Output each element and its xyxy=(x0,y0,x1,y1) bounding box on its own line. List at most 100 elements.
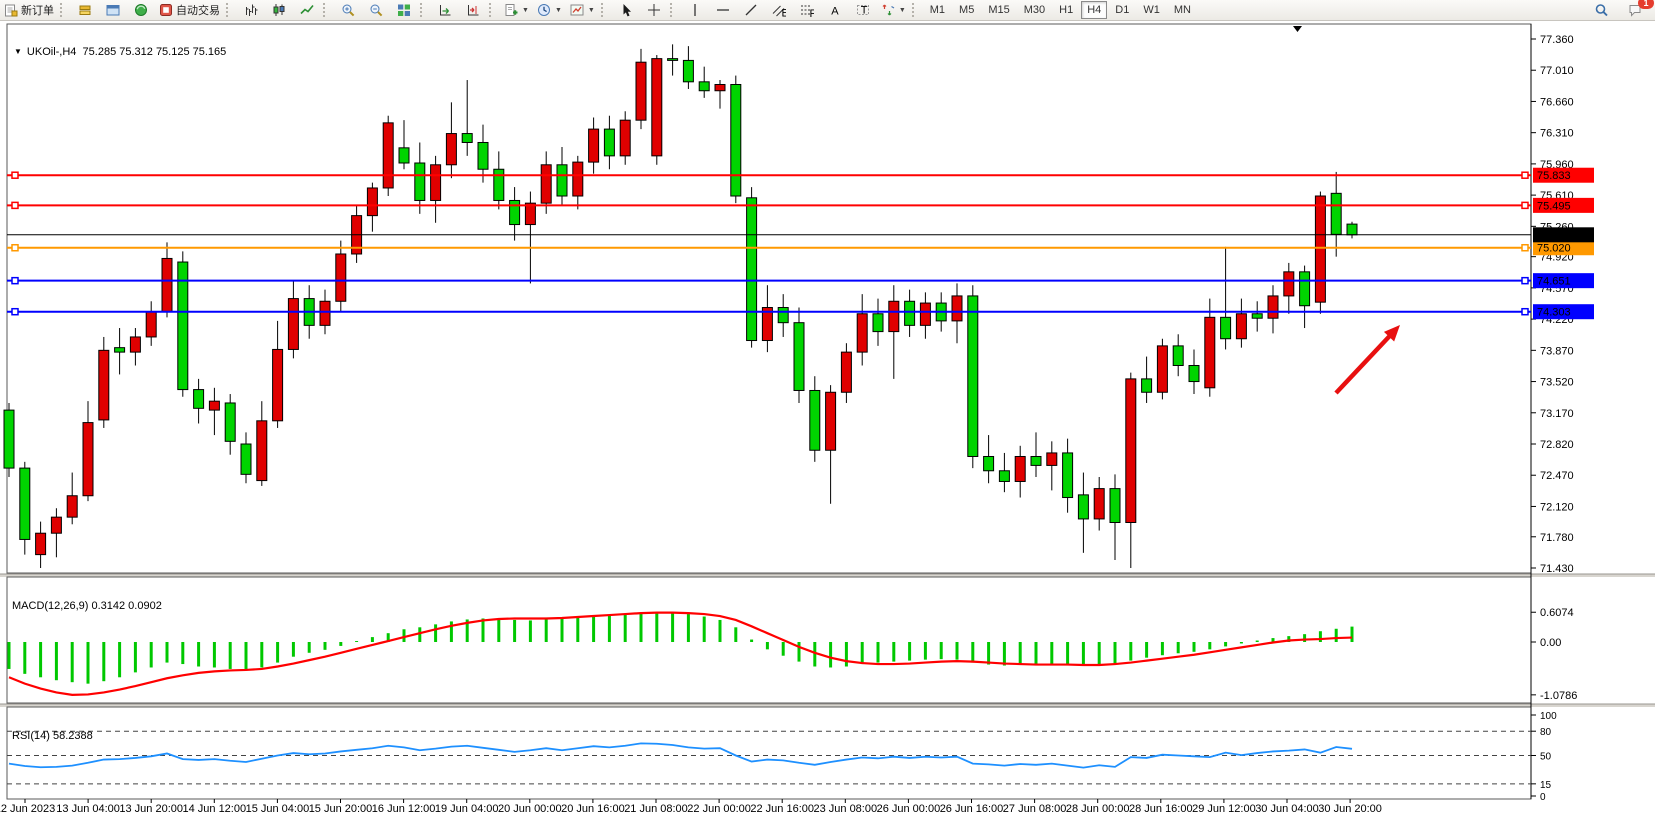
line-chart-button[interactable] xyxy=(293,0,321,20)
timeframe-mn-button[interactable]: MN xyxy=(1173,4,1191,16)
timeframe-w1-button[interactable]: W1 xyxy=(1143,4,1160,16)
template-button[interactable]: ▼ xyxy=(566,0,599,20)
price-tick-label: 71.430 xyxy=(1540,563,1574,575)
candle-body-up xyxy=(524,202,536,226)
rsi-axis-label: 80 xyxy=(1540,727,1552,738)
candle-body-down xyxy=(793,322,805,391)
dropdown-caret-icon[interactable]: ▼ xyxy=(554,6,562,14)
zoom-out-button[interactable] xyxy=(362,0,390,20)
dropdown-caret-icon[interactable]: ▼ xyxy=(898,6,906,14)
macd-signal-line xyxy=(8,611,1353,696)
candlestick-series xyxy=(3,44,1358,568)
svg-text:75.165: 75.165 xyxy=(1537,230,1571,242)
panel-separator[interactable] xyxy=(0,574,1655,577)
crosshair-button[interactable] xyxy=(640,0,668,20)
toolbar-grip[interactable] xyxy=(911,3,921,17)
chart-shift-marker-icon[interactable] xyxy=(1293,26,1302,32)
candle-body-up xyxy=(272,348,284,422)
tiles-icon xyxy=(398,4,410,16)
candle-body-up xyxy=(1093,488,1105,520)
toolbar-grip[interactable] xyxy=(420,3,429,17)
channel-button[interactable]: E xyxy=(765,0,793,20)
chart-canvas[interactable]: 77.36077.01076.66076.31075.96075.61075.2… xyxy=(0,20,1655,826)
timeframe-d1-button[interactable]: D1 xyxy=(1115,4,1130,16)
timeframe-h1-button[interactable]: H1 xyxy=(1059,4,1074,16)
chart-shift-button[interactable] xyxy=(459,0,487,20)
auto-scroll-button[interactable] xyxy=(431,0,459,20)
line-handle[interactable] xyxy=(1521,276,1529,285)
toolbar-grip[interactable] xyxy=(323,3,332,17)
horizontal-line-button[interactable] xyxy=(709,0,737,20)
candle-body-down xyxy=(777,307,789,324)
candle-body-down xyxy=(1330,192,1342,235)
arrow-annotation[interactable] xyxy=(1334,325,1400,395)
arrows-button[interactable]: ▼ xyxy=(877,0,910,20)
notifications-button[interactable]: 1 xyxy=(1621,0,1654,20)
line-handle[interactable] xyxy=(11,201,19,210)
candle-body-down xyxy=(1172,345,1184,366)
price-axis[interactable]: 77.36077.01076.66076.31075.96075.61075.2… xyxy=(1531,34,1594,803)
trendline-button[interactable] xyxy=(737,0,765,20)
market-watch-button[interactable] xyxy=(71,0,99,20)
toolbar-grip[interactable] xyxy=(600,3,610,17)
zoom-in-button[interactable] xyxy=(334,0,362,20)
rsi-panel[interactable] xyxy=(6,706,1532,800)
chartshift-icon xyxy=(468,5,479,16)
text-button[interactable]: A xyxy=(821,0,849,20)
search-button[interactable] xyxy=(1587,0,1615,20)
channel-icon: E xyxy=(772,5,786,17)
candle-body-up xyxy=(366,187,378,217)
bar-chart-button[interactable] xyxy=(237,0,265,20)
timeframe-m30-button[interactable]: M30 xyxy=(1023,4,1046,16)
macd-panel[interactable] xyxy=(6,576,1532,704)
line-handle[interactable] xyxy=(1521,171,1529,179)
timeframe-m15-button[interactable]: M15 xyxy=(988,4,1010,16)
candle-body-down xyxy=(19,467,31,540)
candle-body-up xyxy=(161,257,173,313)
candle-body-down xyxy=(1141,378,1153,393)
template-icon xyxy=(570,4,584,16)
candle-body-down xyxy=(1346,223,1358,236)
new-order-button[interactable]: 新订单 xyxy=(0,0,58,20)
autotrading-button[interactable]: 自动交易 xyxy=(155,0,224,20)
line-handle[interactable] xyxy=(1521,201,1529,210)
autoscroll-icon xyxy=(440,5,451,16)
text-label-button[interactable]: T xyxy=(849,0,877,20)
toolbar-grip[interactable] xyxy=(669,3,679,17)
navigator-icon xyxy=(135,4,147,16)
timeframe-h4-button[interactable]: H4 xyxy=(1081,1,1108,19)
line-handle[interactable] xyxy=(11,307,19,316)
candle-body-down xyxy=(1077,494,1089,520)
timeframe-m1-button[interactable]: M1 xyxy=(929,4,946,16)
data-window-button[interactable] xyxy=(99,0,127,20)
candle-body-down xyxy=(493,168,505,201)
toolbar-grip[interactable] xyxy=(60,3,69,17)
new-order-icon xyxy=(5,4,18,17)
toolbar-grip[interactable] xyxy=(226,3,235,17)
period-button[interactable]: ▼ xyxy=(533,0,566,20)
vertical-line-button[interactable] xyxy=(681,0,709,20)
data-window-icon xyxy=(106,5,120,16)
candlestick-chart-button[interactable] xyxy=(265,0,293,20)
dropdown-caret-icon[interactable]: ▼ xyxy=(522,6,529,14)
time-tick-label: 15 Jun 04:00 xyxy=(246,803,310,815)
candle-body-up xyxy=(856,313,868,353)
dropdown-caret-icon[interactable]: ▼ xyxy=(587,6,595,14)
time-tick-label: 23 Jun 08:00 xyxy=(813,803,877,815)
tile-windows-button[interactable] xyxy=(390,0,418,20)
time-axis[interactable]: 12 Jun 2023 13 Jun 04:00 13 Jun 20:00 14 Ju… xyxy=(0,799,1382,815)
line-handle[interactable] xyxy=(11,171,19,179)
autotrading-button-label: 自动交易 xyxy=(176,5,220,17)
navigator-button[interactable] xyxy=(127,0,155,20)
toolbar-grip[interactable] xyxy=(489,3,498,17)
line-handle[interactable] xyxy=(1521,307,1529,316)
panel-separator[interactable] xyxy=(0,704,1655,707)
new-chart-button[interactable]: ▼ xyxy=(500,0,533,20)
fibonacci-button[interactable]: F xyxy=(793,0,821,20)
line-handle[interactable] xyxy=(1521,243,1529,252)
price-tick-label: 76.310 xyxy=(1540,128,1574,140)
line-handle[interactable] xyxy=(11,243,19,252)
cursor-button[interactable] xyxy=(612,0,640,20)
timeframe-m5-button[interactable]: M5 xyxy=(959,4,975,16)
line-handle[interactable] xyxy=(11,276,19,285)
